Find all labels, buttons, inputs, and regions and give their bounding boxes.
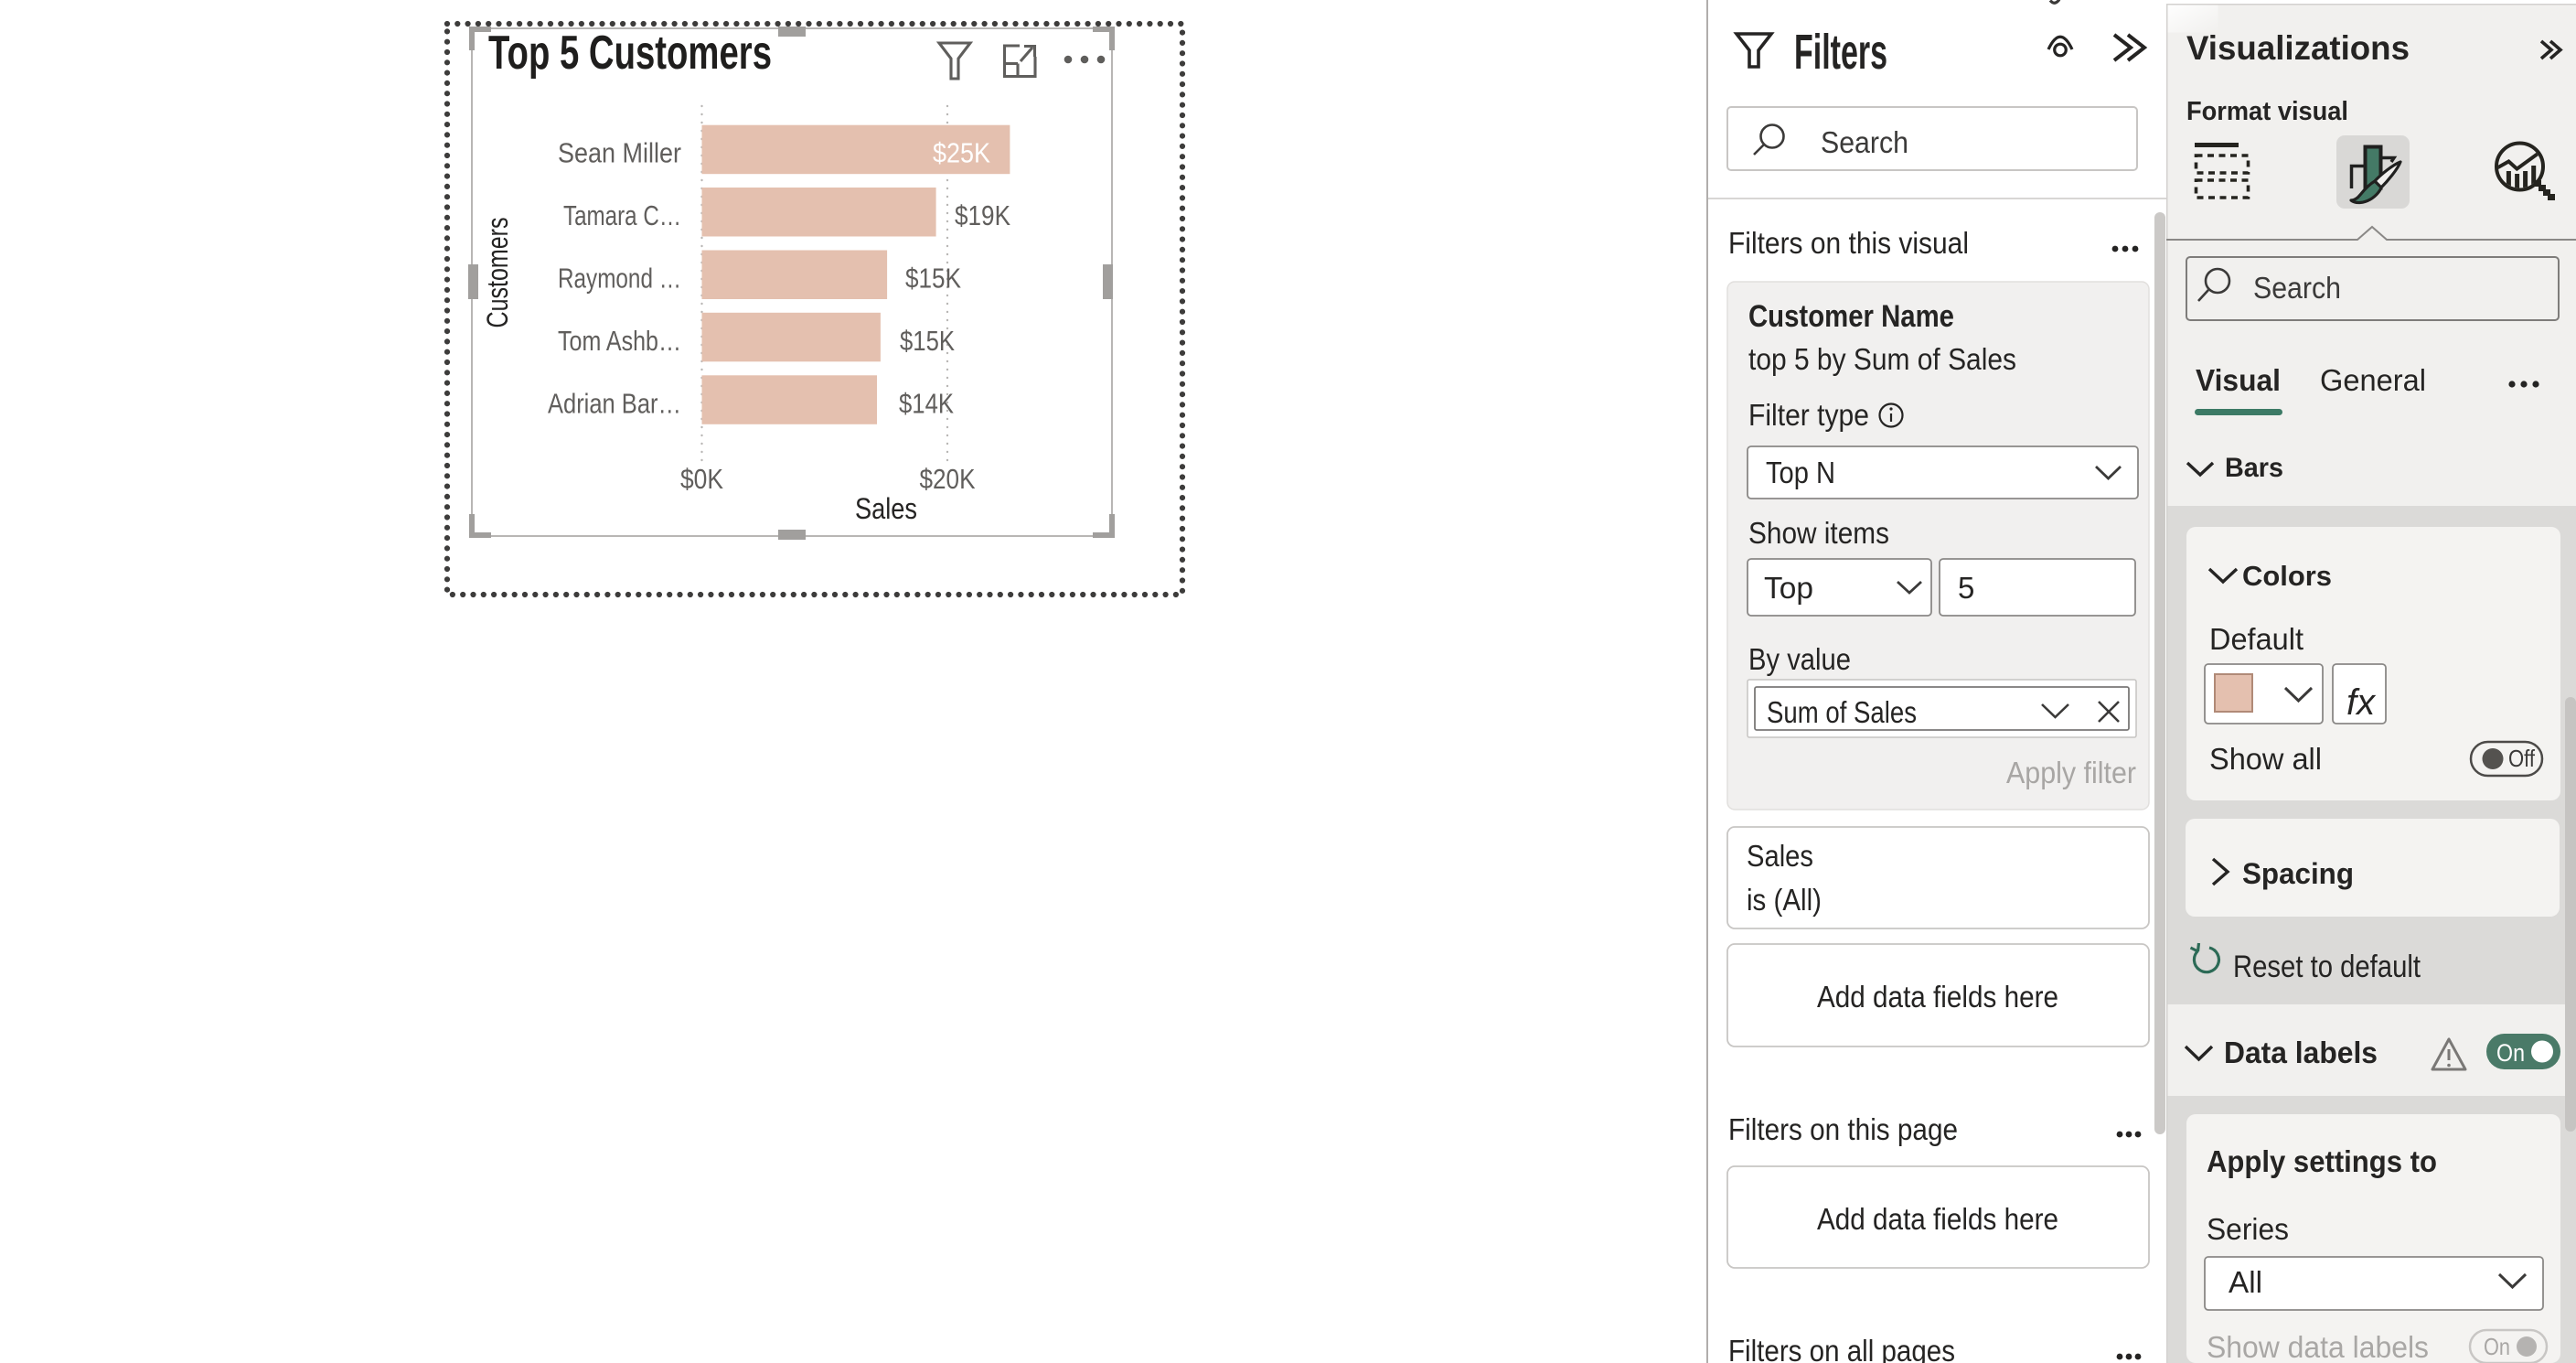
svg-text:Show data labels: Show data labels — [2207, 1330, 2429, 1363]
svg-text:Spacing: Spacing — [2242, 857, 2354, 890]
svg-text:Sales: Sales — [855, 492, 917, 525]
svg-text:Raymond …: Raymond … — [558, 262, 681, 294]
svg-text:Filter type: Filter type — [1748, 398, 1869, 432]
svg-text:top 5 by Sum of Sales: top 5 by Sum of Sales — [1748, 342, 2016, 376]
svg-text:$25K: $25K — [933, 137, 990, 169]
svg-text:Add data fields here: Add data fields here — [1817, 980, 2058, 1014]
svg-text:Sum of Sales: Sum of Sales — [1767, 695, 1917, 729]
svg-text:Filters: Filters — [1794, 25, 1887, 80]
svg-text:Customer Name: Customer Name — [1748, 299, 1954, 334]
svg-text:Adrian Bar…: Adrian Bar… — [548, 388, 681, 420]
svg-text:Reset to default: Reset to default — [2233, 950, 2421, 984]
svg-text:is (All): is (All) — [1747, 883, 1822, 917]
svg-text:Visualizations: Visualizations — [2186, 29, 2410, 67]
svg-text:Top N: Top N — [1766, 456, 1835, 489]
svg-text:On: On — [2484, 1333, 2510, 1360]
svg-text:General: General — [2320, 363, 2426, 397]
svg-text:Bars: Bars — [2225, 453, 2283, 483]
svg-text:$15K: $15K — [900, 325, 955, 357]
svg-text:Filters on this page: Filters on this page — [1728, 1112, 1958, 1146]
svg-text:Colors: Colors — [2242, 560, 2332, 592]
svg-text:$20K: $20K — [920, 463, 976, 495]
svg-text:Apply settings to: Apply settings to — [2207, 1144, 2437, 1178]
svg-text:Data labels: Data labels — [2224, 1036, 2378, 1069]
svg-text:Apply filter: Apply filter — [2006, 756, 2136, 789]
svg-text:Top 5 Customers: Top 5 Customers — [488, 27, 772, 80]
svg-text:Search: Search — [2253, 271, 2341, 305]
svg-text:Customers: Customers — [481, 218, 514, 328]
svg-text:All: All — [2229, 1265, 2262, 1299]
svg-text:5: 5 — [1958, 571, 1974, 605]
svg-text:Off: Off — [2508, 745, 2536, 772]
svg-text:fx: fx — [2346, 682, 2377, 723]
svg-text:Add data fields here: Add data fields here — [1817, 1202, 2058, 1236]
svg-text:Top: Top — [1764, 571, 1813, 605]
svg-text:Series: Series — [2207, 1212, 2289, 1246]
svg-text:By value: By value — [1748, 642, 1851, 676]
svg-text:Default: Default — [2209, 622, 2303, 656]
svg-text:On: On — [2496, 1039, 2525, 1067]
svg-text:$14K: $14K — [899, 388, 954, 420]
svg-text:Show items: Show items — [1748, 516, 1889, 550]
svg-text:$0K: $0K — [680, 463, 723, 495]
svg-text:Format visual: Format visual — [2186, 97, 2348, 126]
svg-text:Tamara C…: Tamara C… — [563, 199, 681, 231]
svg-text:Tom Ashb…: Tom Ashb… — [558, 325, 681, 357]
svg-text:$15K: $15K — [905, 262, 961, 294]
svg-text:Filters on all pages: Filters on all pages — [1728, 1334, 1955, 1363]
svg-text:Sean Miller: Sean Miller — [558, 137, 681, 169]
svg-text:Sales: Sales — [1747, 839, 1813, 873]
svg-text:$19K: $19K — [955, 199, 1010, 231]
svg-text:Visual: Visual — [2196, 363, 2281, 397]
svg-text:Show all: Show all — [2209, 742, 2322, 776]
svg-text:Filters on this visual: Filters on this visual — [1728, 226, 1969, 260]
svg-text:Search: Search — [1821, 125, 1908, 159]
